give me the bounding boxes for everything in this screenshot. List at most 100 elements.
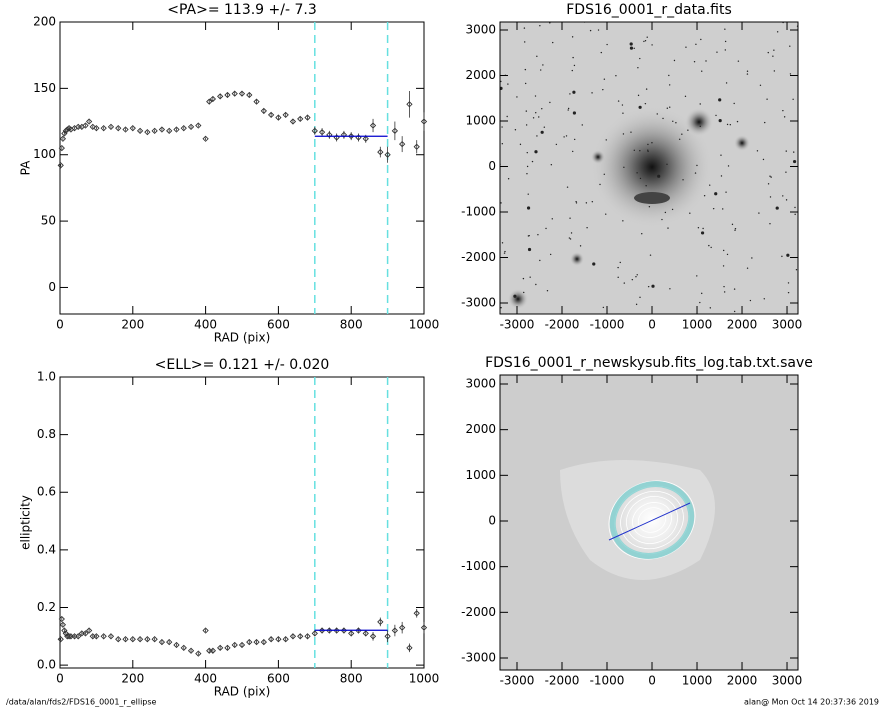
star (746, 73, 749, 75)
star (701, 292, 703, 295)
star (795, 269, 798, 271)
y-tick-label: 3000 (465, 23, 496, 37)
point (115, 125, 122, 132)
star (600, 51, 603, 54)
star (667, 227, 669, 229)
star (715, 114, 717, 117)
point (348, 133, 355, 140)
star (644, 40, 647, 42)
point (275, 636, 282, 643)
star (589, 29, 592, 32)
x-tick-label: 800 (340, 672, 363, 686)
star (513, 294, 517, 298)
star (573, 138, 576, 141)
star (785, 199, 788, 201)
star (783, 116, 786, 118)
star (542, 64, 544, 66)
chart-title: <PA>= 113.9 +/- 7.3 (167, 2, 317, 18)
point (399, 624, 406, 631)
star (693, 61, 696, 63)
point (384, 151, 391, 158)
point (173, 641, 180, 649)
star (536, 55, 538, 58)
point (267, 636, 275, 643)
star (709, 184, 711, 186)
x-tick-label: 0 (56, 318, 64, 332)
star (684, 95, 687, 98)
point (289, 118, 297, 125)
y-tick-label: 200 (33, 15, 56, 29)
y-tick-label: 0.2 (37, 600, 56, 614)
x-tick-label: 3000 (772, 674, 803, 688)
star (637, 94, 640, 97)
point (173, 126, 180, 133)
point (340, 131, 348, 138)
star (617, 276, 619, 279)
point (82, 630, 89, 637)
point (246, 91, 253, 99)
x-axis-label: RAD (pix) (214, 331, 271, 345)
point (406, 644, 413, 651)
star (551, 218, 553, 220)
star (751, 257, 753, 259)
point (399, 140, 406, 148)
star (726, 123, 729, 126)
star (789, 73, 792, 75)
star (703, 195, 706, 197)
chart-title: <ELL>= 0.121 +/- 0.020 (155, 357, 330, 373)
star (602, 306, 605, 309)
point (231, 641, 238, 649)
star (773, 70, 776, 72)
star (714, 192, 718, 196)
x-tick-label: 400 (194, 318, 217, 332)
x-tick-label: 3000 (772, 318, 803, 332)
star (555, 143, 558, 146)
point (289, 633, 297, 640)
star (507, 83, 509, 85)
star (523, 41, 526, 43)
point (58, 615, 65, 623)
point (326, 131, 333, 138)
star (507, 178, 510, 180)
star (525, 110, 528, 112)
star (782, 195, 784, 197)
point (136, 127, 144, 134)
point (158, 126, 166, 133)
x-tick-label: 600 (267, 672, 290, 686)
star (621, 104, 624, 106)
star (699, 301, 701, 304)
star (769, 196, 772, 198)
x-tick-label: 0 (648, 674, 656, 688)
star (575, 202, 578, 204)
x-tick-label: 2000 (727, 318, 758, 332)
star (605, 139, 607, 141)
point (369, 633, 377, 640)
point (129, 636, 136, 643)
star (639, 296, 641, 299)
star (666, 107, 669, 109)
star (702, 227, 704, 230)
star (519, 143, 522, 146)
star (545, 227, 547, 230)
star (661, 218, 663, 221)
y-axis-label: ellipticity (19, 495, 33, 550)
star (526, 173, 528, 175)
star (651, 142, 653, 144)
star (773, 49, 775, 51)
star (734, 227, 737, 230)
star (540, 69, 542, 71)
star (662, 117, 664, 120)
footer-path: /data/alan/fds2/FDS16_0001_r_ellipse (6, 698, 157, 707)
point (217, 644, 224, 651)
star (523, 291, 525, 294)
star (633, 149, 636, 151)
point (384, 633, 391, 640)
star (682, 179, 684, 181)
point (122, 636, 129, 643)
y-tick-label: 150 (33, 81, 56, 95)
star (541, 108, 543, 110)
star (733, 310, 736, 313)
star (733, 102, 735, 105)
star (636, 274, 638, 276)
star (763, 298, 765, 300)
